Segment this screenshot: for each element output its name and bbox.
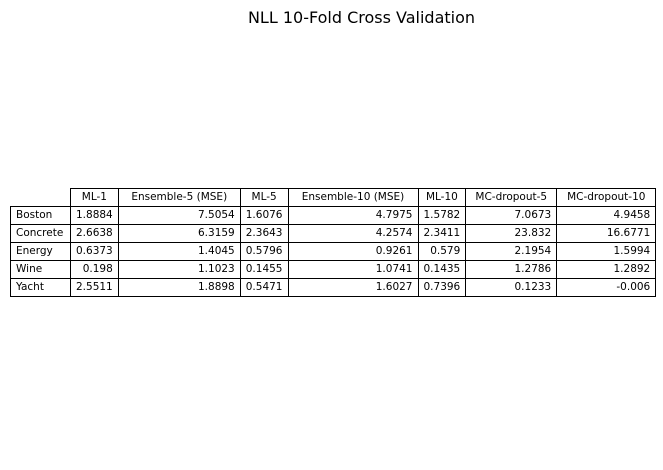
table-row: Wine 0.198 1.1023 0.1455 1.0741 0.1435 1… <box>10 260 657 279</box>
table-cell: 0.5796 <box>239 242 289 261</box>
table-cell: 7.5054 <box>117 206 241 225</box>
table-cell: 1.6076 <box>239 206 289 225</box>
table-cell: 1.2786 <box>465 260 558 279</box>
row-label: Boston <box>10 206 71 225</box>
table-cell: 0.5471 <box>239 278 289 297</box>
table-cell: 0.7396 <box>417 278 467 297</box>
column-header: Ensemble-5 (MSE) <box>117 188 241 207</box>
corner-cell <box>10 188 71 207</box>
table-cell: 0.6373 <box>70 242 119 261</box>
table-cell: 1.6027 <box>287 278 419 297</box>
results-table: ML-1 Ensemble-5 (MSE) ML-5 Ensemble-10 (… <box>10 188 657 297</box>
column-header: MC-dropout-10 <box>556 188 657 207</box>
table-cell: 0.1435 <box>417 260 467 279</box>
table-cell: 0.9261 <box>287 242 419 261</box>
table-cell: 2.5511 <box>70 278 119 297</box>
table-row: Boston 1.8884 7.5054 1.6076 4.7975 1.578… <box>10 206 657 225</box>
table-cell: -0.006 <box>556 278 657 297</box>
table-row: Concrete 2.6638 6.3159 2.3643 4.2574 2.3… <box>10 224 657 243</box>
table-row: Yacht 2.5511 1.8898 0.5471 1.6027 0.7396… <box>10 278 657 297</box>
table-cell: 2.3643 <box>239 224 289 243</box>
table-row: Energy 0.6373 1.4045 0.5796 0.9261 0.579… <box>10 242 657 261</box>
table-cell: 4.9458 <box>556 206 657 225</box>
table-cell: 7.0673 <box>465 206 558 225</box>
table-cell: 0.579 <box>417 242 467 261</box>
column-header: ML-5 <box>239 188 289 207</box>
table-cell: 1.8898 <box>117 278 241 297</box>
table-cell: 23.832 <box>465 224 558 243</box>
table-cell: 0.198 <box>70 260 119 279</box>
table-cell: 1.4045 <box>117 242 241 261</box>
column-header: ML-1 <box>70 188 119 207</box>
row-label: Concrete <box>10 224 71 243</box>
table-cell: 1.1023 <box>117 260 241 279</box>
row-label: Energy <box>10 242 71 261</box>
column-header: MC-dropout-5 <box>465 188 558 207</box>
table-cell: 2.1954 <box>465 242 558 261</box>
header-row: ML-1 Ensemble-5 (MSE) ML-5 Ensemble-10 (… <box>10 188 657 207</box>
table-cell: 16.6771 <box>556 224 657 243</box>
column-header: ML-10 <box>417 188 467 207</box>
table-cell: 4.2574 <box>287 224 419 243</box>
table-cell: 0.1233 <box>465 278 558 297</box>
column-header: Ensemble-10 (MSE) <box>287 188 419 207</box>
table-cell: 0.1455 <box>239 260 289 279</box>
table-cell: 2.3411 <box>417 224 467 243</box>
table-cell: 6.3159 <box>117 224 241 243</box>
table-cell: 1.8884 <box>70 206 119 225</box>
table-cell: 1.2892 <box>556 260 657 279</box>
row-label: Yacht <box>10 278 71 297</box>
table-cell: 1.5994 <box>556 242 657 261</box>
table-cell: 1.5782 <box>417 206 467 225</box>
chart-title: NLL 10-Fold Cross Validation <box>247 8 476 27</box>
row-label: Wine <box>10 260 71 279</box>
table-cell: 4.7975 <box>287 206 419 225</box>
table-cell: 1.0741 <box>287 260 419 279</box>
table-cell: 2.6638 <box>70 224 119 243</box>
